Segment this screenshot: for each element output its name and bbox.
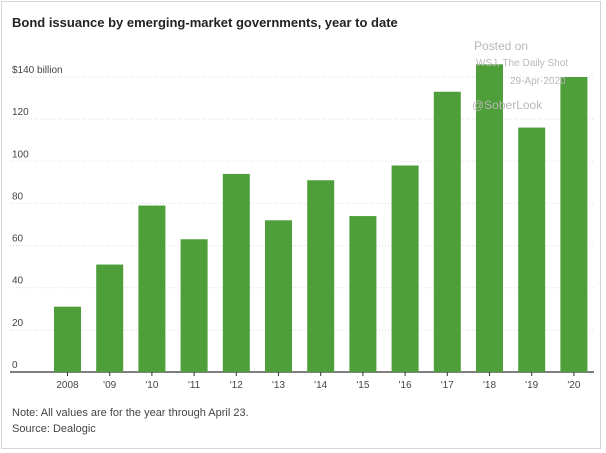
bar [349, 216, 377, 372]
x-tick-label: '17 [441, 380, 454, 391]
bar [96, 264, 124, 372]
x-tick-label: '13 [272, 380, 285, 391]
watermark-posted-on: Posted on [474, 39, 529, 53]
y-tick-label: 40 [12, 276, 24, 287]
y-tick-label: 80 [12, 191, 24, 202]
chart-note: Note: All values are for the year throug… [12, 407, 249, 419]
bar-chart: 0 20 40 60 80 100 120 $140 billion 2008 '09 '10 '11… [10, 64, 594, 391]
y-tick-label: 100 [12, 149, 29, 160]
chart-source: Source: Dealogic [12, 423, 96, 435]
x-tick-label: '16 [399, 380, 412, 391]
x-tick-label: '09 [103, 380, 116, 391]
bar [476, 64, 503, 372]
watermark-date: 29-Apr-2020 [510, 76, 566, 87]
bar [433, 91, 461, 372]
x-tick-label: '10 [145, 380, 158, 391]
y-tick-label: 0 [12, 360, 18, 371]
chart-frame: Bond issuance by emerging-market governm… [1, 1, 601, 449]
bar [391, 165, 419, 372]
chart-title: Bond issuance by emerging-market governm… [12, 15, 398, 30]
bar [180, 239, 208, 372]
bar [54, 306, 81, 372]
watermark-handle: @SoberLook [472, 98, 543, 112]
bar [138, 205, 166, 372]
x-tick-label: '15 [356, 380, 369, 391]
watermark-source: WSJ, The Daily Shot [476, 58, 569, 69]
y-tick-label: 120 [12, 107, 29, 118]
x-tick-label: '18 [483, 380, 496, 391]
y-tick-label: 20 [12, 318, 24, 329]
x-tick-label: '11 [188, 380, 201, 391]
x-tick-label: 2008 [56, 380, 79, 391]
x-tick-label: '20 [567, 380, 580, 391]
bar [560, 77, 588, 372]
bar [307, 180, 335, 372]
y-tick-label: 60 [12, 234, 24, 245]
x-tick-label: '19 [525, 380, 538, 391]
bar [222, 173, 250, 372]
x-tick-label: '14 [314, 380, 327, 391]
bar [265, 220, 292, 372]
y-tick-label: $140 billion [12, 65, 63, 76]
bar [518, 127, 546, 372]
x-tick-label: '12 [230, 380, 243, 391]
